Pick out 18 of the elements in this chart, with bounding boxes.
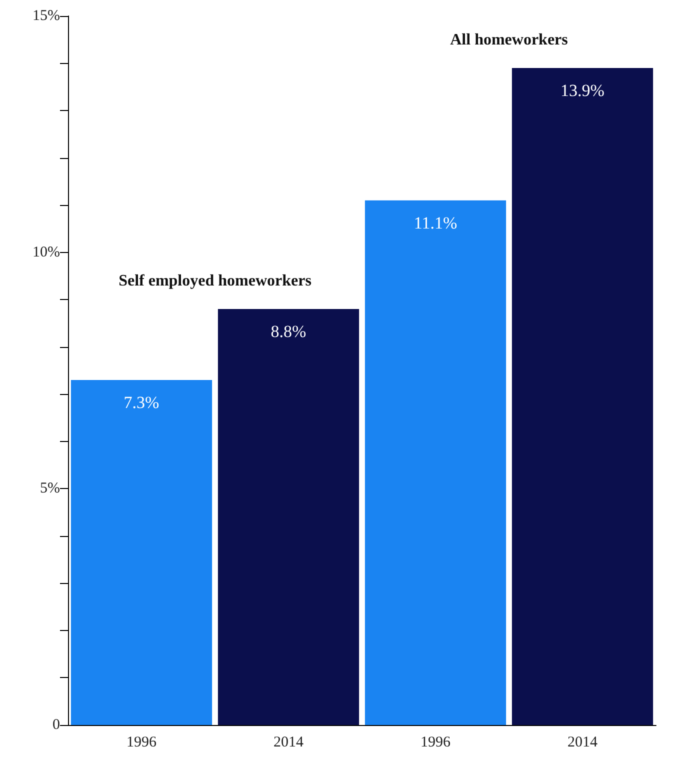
y-tick-label: 15% <box>32 8 60 24</box>
bar <box>70 380 212 725</box>
y-tick-label: 10% <box>32 244 60 260</box>
x-tick-label: 2014 <box>274 734 304 750</box>
bar <box>218 309 360 725</box>
x-tick-label: 2014 <box>568 734 598 750</box>
data-label: 7.3% <box>124 392 160 412</box>
y-tick-label: 5% <box>40 480 60 497</box>
data-label: 13.9% <box>560 80 604 100</box>
x-tick-label: 1996 <box>126 734 157 750</box>
bar <box>512 68 654 725</box>
y-tick-label: 0 <box>52 717 60 733</box>
annotation: All homeworkers <box>450 31 568 48</box>
annotation: Self employed homeworkers <box>118 272 312 290</box>
x-tick-label: 1996 <box>420 734 451 750</box>
bar <box>364 200 506 725</box>
data-label: 8.8% <box>270 322 306 342</box>
data-label: 11.1% <box>414 213 458 232</box>
